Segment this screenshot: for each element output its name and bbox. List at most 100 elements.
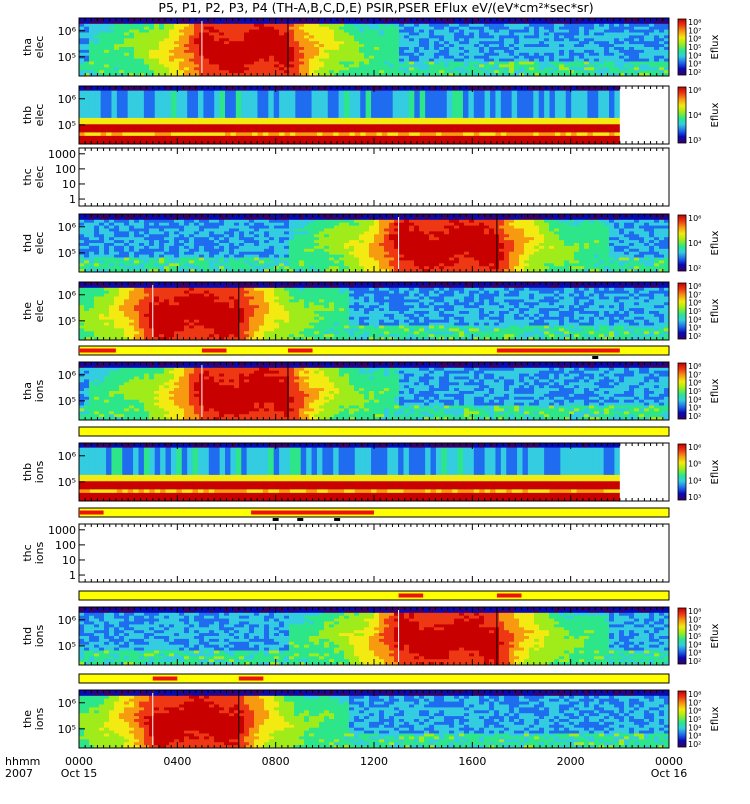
spectrogram-cell bbox=[144, 260, 149, 263]
spectrogram-cell bbox=[354, 21, 359, 24]
spectrogram-cell bbox=[99, 64, 104, 67]
spectrogram-cell bbox=[409, 38, 414, 41]
spectrogram-cell bbox=[329, 234, 334, 237]
spectrogram-cell bbox=[371, 124, 377, 133]
spectrogram-cell bbox=[193, 118, 199, 125]
spectrogram-cell bbox=[609, 47, 614, 50]
spectrogram-cell bbox=[204, 229, 209, 232]
spectrogram-cell bbox=[89, 234, 94, 237]
spectrogram-cell bbox=[289, 260, 294, 263]
spectrogram-cell bbox=[344, 226, 349, 229]
spectrogram-cell bbox=[554, 24, 559, 27]
spectrogram-cell bbox=[389, 67, 394, 70]
spectrogram-cell bbox=[354, 67, 359, 70]
spectrogram-cell bbox=[279, 220, 284, 223]
spectrogram-cell bbox=[469, 21, 474, 24]
spectrogram-cell bbox=[219, 246, 224, 249]
spectrogram-cell bbox=[279, 56, 284, 59]
spectrogram-cell bbox=[225, 86, 231, 91]
spectrogram-cell bbox=[84, 220, 89, 223]
spectrogram-cell bbox=[284, 30, 289, 33]
spectrogram-cell bbox=[159, 67, 164, 70]
spectrogram-cell bbox=[184, 47, 189, 50]
spectrogram-cell bbox=[384, 47, 389, 50]
spectrogram-cell bbox=[329, 56, 334, 59]
spectrogram-cell bbox=[654, 50, 659, 53]
spectrogram-cell bbox=[149, 30, 154, 33]
spectrogram-cell bbox=[204, 30, 209, 33]
spectrogram-cell bbox=[304, 50, 309, 53]
spectrogram-cell bbox=[504, 53, 509, 56]
spectrogram-cell bbox=[389, 217, 394, 220]
spectrogram-cell bbox=[384, 220, 389, 223]
spectrogram-cell bbox=[169, 27, 174, 30]
spectrogram-cell bbox=[564, 38, 569, 41]
spectrogram-cell bbox=[349, 260, 354, 263]
spectrogram-cell bbox=[494, 56, 499, 59]
spectrogram-cell bbox=[349, 24, 354, 27]
spectrogram-cell bbox=[234, 226, 239, 229]
spectrogram-cell bbox=[459, 44, 464, 47]
spectrogram-cell bbox=[431, 132, 437, 136]
spectrogram-cell bbox=[94, 30, 99, 33]
spectrogram-cell bbox=[114, 263, 119, 266]
spectrogram-cell bbox=[379, 67, 384, 70]
spectrogram-cell bbox=[269, 21, 274, 24]
spectrogram-cell bbox=[524, 24, 529, 27]
spectrogram-cell bbox=[269, 35, 274, 38]
spectrogram-cell bbox=[189, 237, 194, 240]
spectrogram-cell bbox=[225, 132, 231, 136]
spectrogram-cell bbox=[459, 33, 464, 36]
spectrogram-cell bbox=[99, 44, 104, 47]
spectrogram-cell bbox=[394, 35, 399, 38]
spectrogram-cell bbox=[139, 56, 144, 59]
spectrogram-cell bbox=[414, 59, 419, 62]
spectrogram-cell bbox=[149, 64, 154, 67]
spectrogram-cell bbox=[299, 30, 304, 33]
spectrogram-cell bbox=[494, 24, 499, 27]
spectrogram-cell bbox=[319, 220, 324, 223]
spectrogram-cell bbox=[609, 64, 614, 67]
spectrogram-cell bbox=[264, 231, 269, 234]
spectrogram-cell bbox=[469, 35, 474, 38]
spectrogram-cell bbox=[236, 124, 242, 133]
spectrogram-cell bbox=[554, 53, 559, 56]
spectrogram-cell bbox=[139, 252, 144, 255]
spectrogram-cell bbox=[479, 21, 484, 24]
spectrogram-cell bbox=[604, 67, 609, 70]
spectrogram-cell bbox=[604, 136, 610, 145]
spectrogram-cell bbox=[299, 243, 304, 246]
spectrogram-cell bbox=[499, 21, 504, 24]
spectrogram-cell bbox=[199, 246, 204, 249]
spectrogram-cell bbox=[384, 33, 389, 36]
spectrogram-cell bbox=[164, 229, 169, 232]
spectrogram-cell bbox=[519, 24, 524, 27]
spectrogram-cell bbox=[559, 56, 564, 59]
spectrogram-cell bbox=[389, 47, 394, 50]
spectrogram-cell bbox=[354, 258, 359, 261]
spectrogram-cell bbox=[229, 255, 234, 258]
spectrogram-cell bbox=[312, 118, 318, 125]
spectrogram-cell bbox=[234, 223, 239, 226]
spectrogram-cell bbox=[458, 124, 464, 133]
spectrogram-cell bbox=[264, 44, 269, 47]
spectrogram-cell bbox=[169, 226, 174, 229]
spectrogram-cell bbox=[299, 50, 304, 53]
spectrogram-cell bbox=[284, 249, 289, 252]
spectrogram-cell bbox=[344, 263, 349, 266]
spectrogram-cell bbox=[203, 118, 209, 125]
spectrogram-cell bbox=[384, 258, 389, 261]
spectrogram-cell bbox=[219, 234, 224, 237]
spectrogram-cell bbox=[619, 38, 624, 41]
spectrogram-cell bbox=[89, 59, 94, 62]
spectrogram-cell bbox=[479, 67, 484, 70]
spectrogram-cell bbox=[389, 50, 394, 53]
spectrogram-cell bbox=[309, 234, 314, 237]
spectrogram-cell bbox=[374, 44, 379, 47]
spectrogram-cell bbox=[189, 41, 194, 44]
spectrogram-cell bbox=[609, 24, 614, 27]
spectrogram-cell bbox=[589, 56, 594, 59]
spectrogram-cell bbox=[89, 237, 94, 240]
spectrogram-cell bbox=[329, 223, 334, 226]
spectrogram-cell bbox=[187, 118, 193, 125]
